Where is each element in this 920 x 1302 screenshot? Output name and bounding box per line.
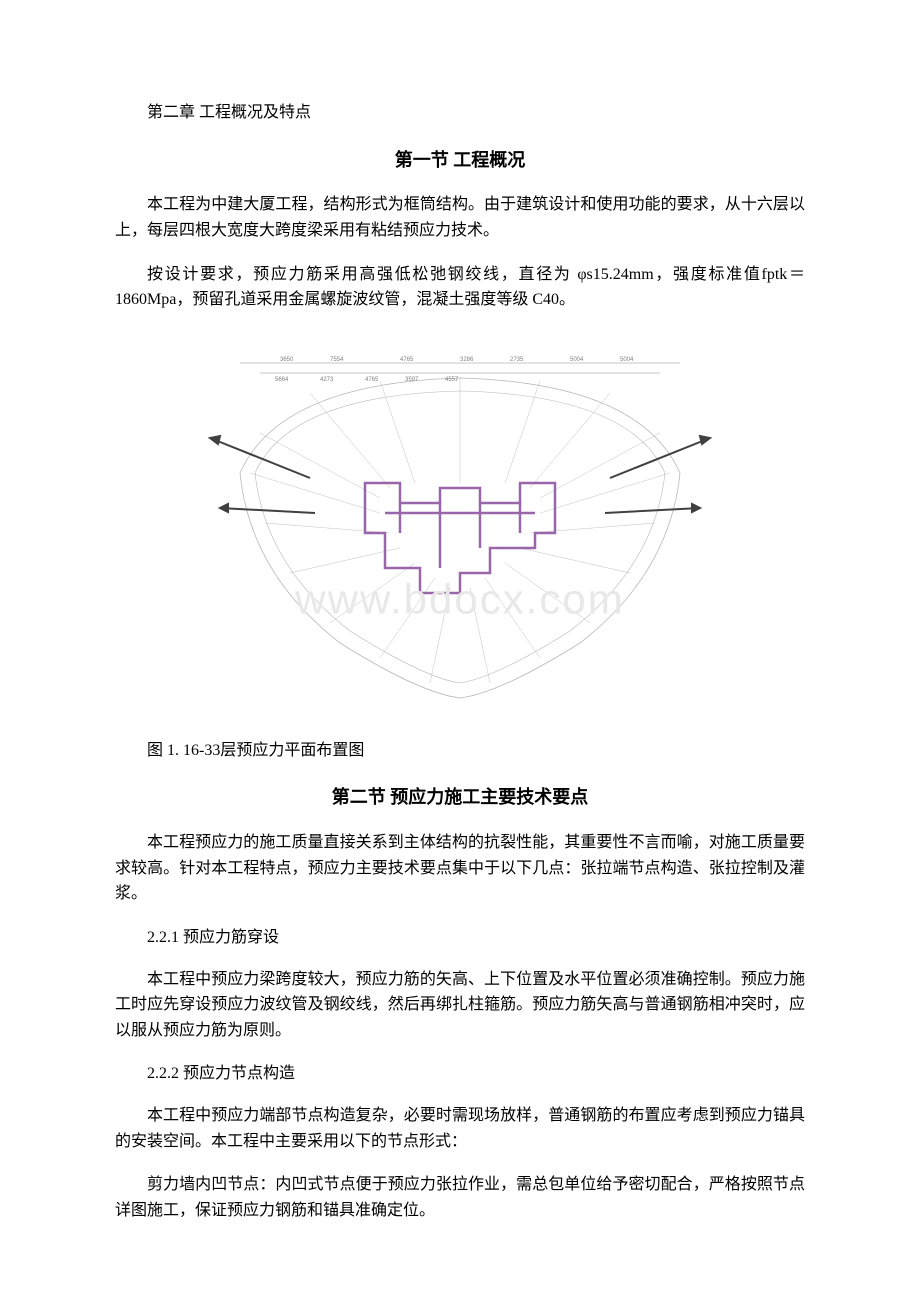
svg-text:5004: 5004 [570,357,584,363]
figure-1-container: 3650 7554 4765 3286 2735 5004 5004 5664 … [115,333,805,713]
watermark: www.bdocx.com [295,565,624,632]
architectural-plan-svg: 3650 7554 4765 3286 2735 5004 5004 5664 … [180,333,740,713]
section-2-title: 第二节 预应力施工主要技术要点 [115,783,805,812]
subsection-2-2-2-heading: 2.2.2 预应力节点构造 [115,1061,805,1087]
svg-text:3286: 3286 [460,357,474,363]
top-dimensions [240,363,680,373]
svg-text:5664: 5664 [275,377,289,383]
svg-text:3597: 3597 [405,377,419,383]
svg-text:4765: 4765 [365,377,379,383]
section-1-title: 第一节 工程概况 [115,146,805,175]
figure-1-diagram: 3650 7554 4765 3286 2735 5004 5004 5664 … [180,333,740,713]
section-1-para-1: 本工程为中建大厦工程，结构形式为框筒结构。由于建筑设计和使用功能的要求，从十六层… [115,192,805,243]
figure-1-caption: 图 1. 16-33层预应力平面布置图 [115,738,805,764]
section-1-para-2: 按设计要求，预应力筋采用高强低松弛钢绞线，直径为 φs15.24mm，强度标准值… [115,262,805,313]
subsection-2-2-2-para-1: 本工程中预应力端部节点构造复杂，必要时需现场放样，普通钢筋的布置应考虑到预应力锚… [115,1103,805,1154]
svg-text:4273: 4273 [320,377,334,383]
svg-text:4765: 4765 [400,357,414,363]
svg-text:5004: 5004 [620,357,634,363]
svg-text:7554: 7554 [330,357,344,363]
svg-text:4557: 4557 [445,377,459,383]
dimension-labels: 3650 7554 4765 3286 2735 5004 5004 5664 … [275,357,634,383]
subsection-2-2-2-para-2: 剪力墙内凹节点：内凹式节点便于预应力张拉作业，需总包单位给予密切配合，严格按照节… [115,1172,805,1223]
subsection-2-2-1-para: 本工程中预应力梁跨度较大，预应力筋的矢高、上下位置及水平位置必须准确控制。预应力… [115,967,805,1044]
section-2-para-1: 本工程预应力的施工质量直接关系到主体结构的抗裂性能，其重要性不言而喻，对施工质量… [115,830,805,907]
radial-grid [250,378,670,683]
svg-text:2735: 2735 [510,357,524,363]
svg-text:3650: 3650 [280,357,294,363]
chapter-title: 第二章 工程概况及特点 [115,100,805,126]
subsection-2-2-1-heading: 2.2.1 预应力筋穿设 [115,925,805,951]
